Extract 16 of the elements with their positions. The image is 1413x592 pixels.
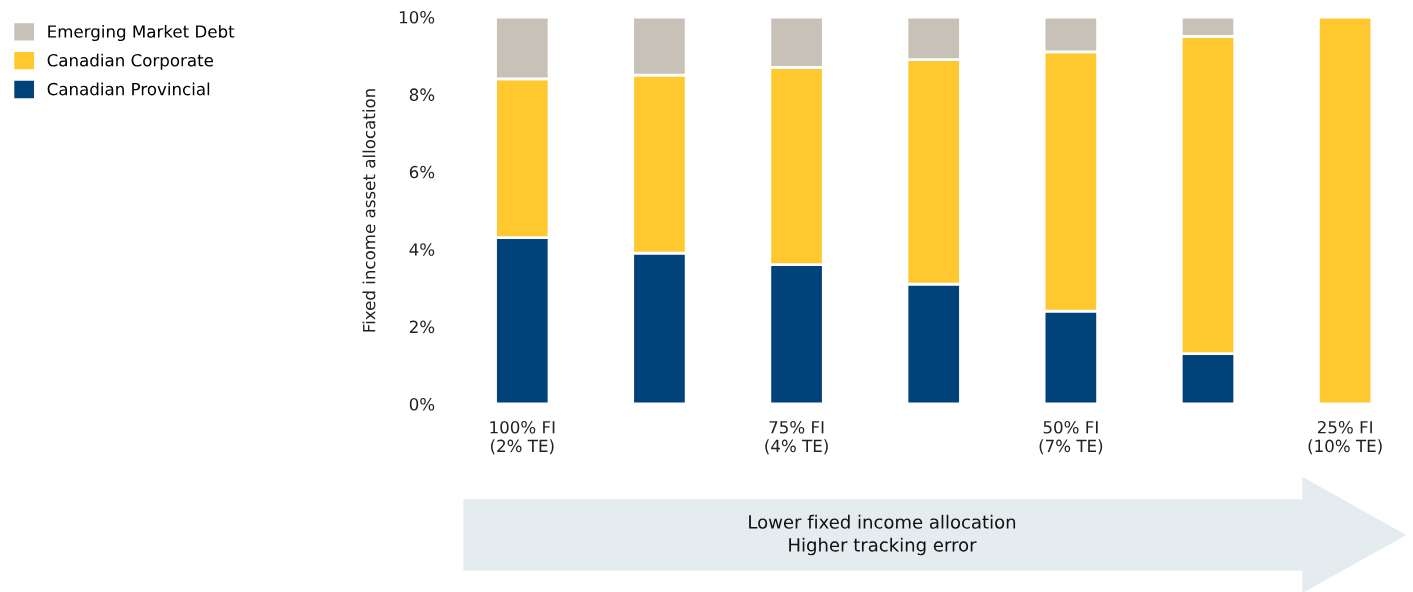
x-tick-label: 50% FI (7% TE) (1039, 420, 1103, 455)
legend-label: Canadian Provincial (47, 82, 210, 96)
text: Lower fixed income allocation Higher tracking error (749, 514, 1016, 556)
y-axis-title: Fixed income asset allocation (362, 89, 376, 332)
legend-label: Emerging Market Debt (48, 24, 235, 42)
y-tick-label: 6% (409, 165, 435, 179)
y-tick-label: 0% (409, 397, 435, 411)
y-tick-label: 4% (409, 243, 435, 256)
bar (1317, 17, 1374, 404)
x-tick-label: 75% FI (4% TE) (765, 420, 828, 455)
y-tick-label: 8% (409, 88, 435, 101)
y-tick-label: 10% (399, 10, 435, 24)
x-tick-label: 100% FI (2% TE) (490, 420, 555, 455)
y-tick-label: 2% (409, 320, 435, 334)
legend-label: Canadian Corporate (47, 53, 214, 70)
x-tick-label: 25% FI (10% TE) (1308, 420, 1382, 455)
